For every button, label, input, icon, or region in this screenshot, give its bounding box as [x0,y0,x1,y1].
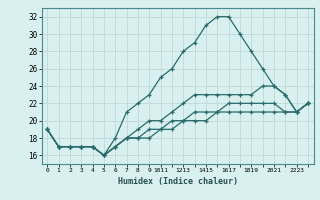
X-axis label: Humidex (Indice chaleur): Humidex (Indice chaleur) [118,177,237,186]
